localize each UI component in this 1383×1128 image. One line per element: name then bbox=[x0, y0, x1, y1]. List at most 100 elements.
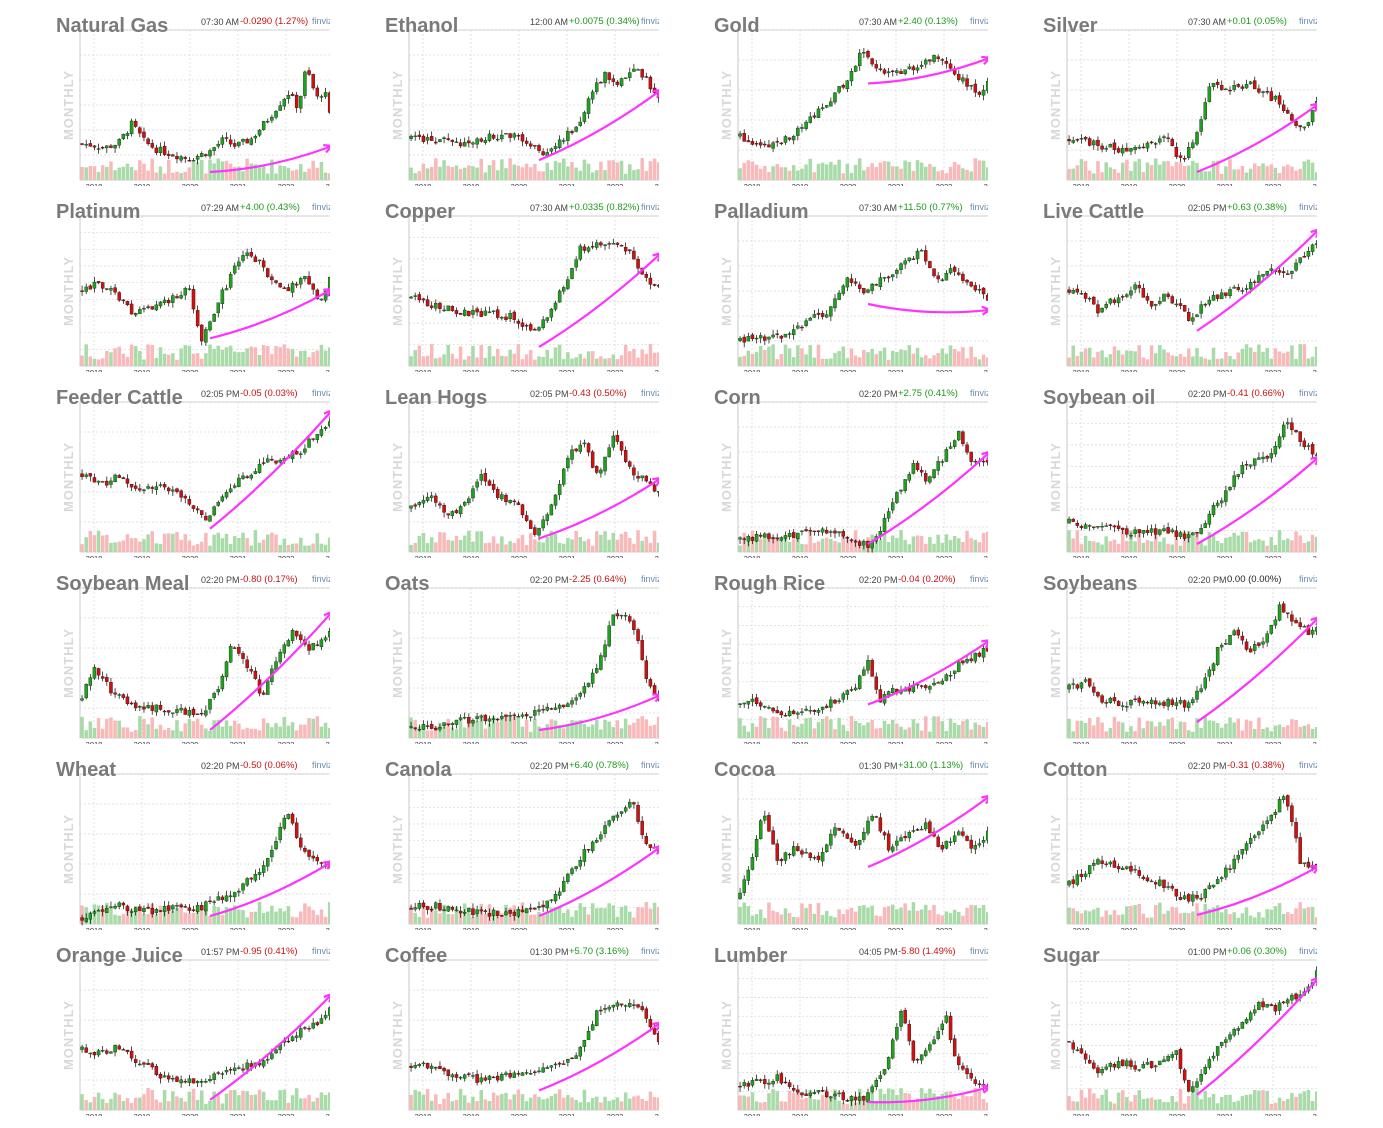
source-link[interactable]: finviz.com bbox=[641, 574, 659, 584]
source-link[interactable]: finviz.com bbox=[641, 946, 659, 956]
x-tick-label: 2018 bbox=[86, 368, 103, 372]
volume-bar bbox=[1108, 354, 1113, 366]
volume-bar bbox=[311, 352, 315, 366]
source-link[interactable]: finviz.com bbox=[970, 760, 988, 770]
source-link[interactable]: finviz.com bbox=[312, 388, 330, 398]
candle-body bbox=[278, 459, 282, 463]
source-link[interactable]: finviz.com bbox=[312, 574, 330, 584]
source-link[interactable]: finviz.com bbox=[641, 760, 659, 770]
volume-bar bbox=[586, 539, 591, 552]
source-link[interactable]: finviz.com bbox=[312, 946, 330, 956]
volume-bar bbox=[162, 729, 167, 738]
candle-body bbox=[467, 907, 471, 912]
candle-body bbox=[504, 714, 508, 717]
volume-bar bbox=[232, 351, 237, 366]
volume-bar bbox=[171, 353, 175, 366]
volume-bar bbox=[582, 724, 587, 738]
volume-bar bbox=[754, 352, 759, 366]
source-link[interactable]: finviz.com bbox=[970, 202, 988, 212]
source-link[interactable]: finviz.com bbox=[1299, 388, 1317, 398]
volume-bar bbox=[245, 727, 249, 738]
candle-body bbox=[158, 910, 163, 912]
source-link[interactable]: finviz.com bbox=[641, 388, 659, 398]
x-tick-label: 2022 bbox=[936, 926, 953, 930]
candle-body bbox=[504, 316, 508, 320]
x-tick-label: 2019 bbox=[134, 368, 151, 372]
volume-bar bbox=[541, 913, 545, 924]
volume-bar bbox=[545, 162, 550, 180]
source-link[interactable]: finviz.com bbox=[312, 202, 330, 212]
candle-body bbox=[191, 289, 196, 310]
candle-body bbox=[529, 520, 533, 529]
candle-body bbox=[434, 727, 438, 731]
source-link[interactable]: finviz.com bbox=[970, 388, 988, 398]
volume-bar bbox=[928, 163, 932, 180]
source-link[interactable]: finviz.com bbox=[1299, 760, 1317, 770]
candle-body bbox=[862, 832, 866, 840]
volume-bar bbox=[191, 912, 196, 924]
timeframe-label: MONTHLY bbox=[61, 628, 76, 698]
volume-bar bbox=[853, 911, 858, 924]
source-link[interactable]: finviz.com bbox=[641, 202, 659, 212]
x-tick-label: 2020 bbox=[511, 740, 528, 744]
volume-bar bbox=[771, 910, 775, 924]
source-link[interactable]: finviz.com bbox=[641, 16, 659, 26]
candle-body bbox=[504, 1072, 508, 1075]
volume-bar bbox=[96, 1092, 101, 1110]
volume-bar bbox=[129, 731, 134, 738]
volume-bar bbox=[183, 171, 188, 180]
volume-bar bbox=[899, 349, 903, 366]
volume-bar bbox=[549, 907, 554, 924]
quote-time: 07:30 AM bbox=[859, 17, 898, 27]
candle-body bbox=[425, 1062, 430, 1069]
volume-bar bbox=[899, 907, 903, 924]
timeframe-label: MONTHLY bbox=[719, 814, 734, 884]
volume-bar bbox=[1215, 905, 1220, 924]
candle-body bbox=[84, 286, 88, 292]
candle-body bbox=[1257, 275, 1261, 283]
source-link[interactable]: finviz.com bbox=[312, 16, 330, 26]
volume-bar bbox=[266, 173, 270, 180]
source-link[interactable]: finviz.com bbox=[970, 574, 988, 584]
source-link[interactable]: finviz.com bbox=[1299, 574, 1317, 584]
source-link[interactable]: finviz.com bbox=[1299, 16, 1317, 26]
candle-body bbox=[220, 896, 225, 901]
candle-body bbox=[303, 276, 307, 280]
volume-bar bbox=[829, 161, 833, 180]
candle-body bbox=[977, 91, 982, 95]
volume-bar bbox=[117, 720, 121, 738]
candle-body bbox=[783, 136, 788, 143]
candle-body bbox=[1203, 303, 1207, 306]
volume-bar bbox=[450, 167, 455, 180]
volume-bar bbox=[1100, 350, 1104, 366]
candle-body bbox=[421, 298, 426, 301]
candle-body bbox=[105, 908, 109, 913]
source-link[interactable]: finviz.com bbox=[970, 16, 988, 26]
candle-body bbox=[919, 685, 924, 687]
volume-bar bbox=[80, 166, 84, 180]
volume-bar bbox=[1108, 914, 1113, 924]
price-change: +6.40 (0.78%) bbox=[569, 760, 629, 771]
volume-bar bbox=[533, 718, 537, 738]
candle-body bbox=[1281, 796, 1286, 801]
candle-body bbox=[167, 710, 171, 713]
price-change: +4.00 (0.43%) bbox=[240, 202, 300, 213]
candle-body bbox=[965, 659, 969, 663]
candle-body bbox=[179, 904, 183, 907]
candle-body bbox=[208, 1078, 212, 1082]
candle-body bbox=[758, 820, 763, 840]
candle-body bbox=[808, 116, 812, 123]
volume-bar bbox=[1253, 351, 1257, 366]
volume-bar bbox=[1207, 908, 1212, 924]
candle-body bbox=[537, 1070, 541, 1073]
volume-bar bbox=[623, 173, 628, 180]
source-link[interactable]: finviz.com bbox=[312, 760, 330, 770]
volume-bar bbox=[1195, 347, 1199, 366]
candle-body bbox=[1133, 147, 1137, 151]
volume-bar bbox=[438, 357, 442, 366]
trend-annotation-arrowhead bbox=[1310, 864, 1317, 874]
volume-bar bbox=[150, 344, 154, 366]
candle-body bbox=[212, 506, 216, 516]
candle-body bbox=[158, 301, 163, 307]
source-link[interactable]: finviz.com bbox=[1299, 202, 1317, 212]
